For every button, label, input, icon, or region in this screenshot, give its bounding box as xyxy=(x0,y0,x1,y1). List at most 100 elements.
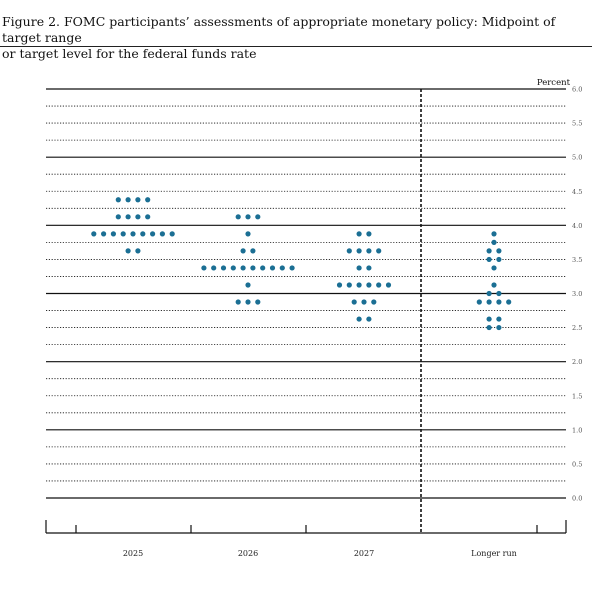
dot xyxy=(135,197,141,203)
dot xyxy=(289,265,295,271)
dot xyxy=(101,231,107,237)
x-category-labels: 2025 2026 2027 Longer run xyxy=(123,549,517,558)
dot xyxy=(356,248,362,254)
dot xyxy=(115,197,121,203)
dot xyxy=(366,231,372,237)
dot xyxy=(115,214,121,220)
dot xyxy=(255,214,261,220)
grid-lines xyxy=(46,88,566,499)
dot xyxy=(371,299,377,305)
dot xyxy=(150,231,156,237)
dot xyxy=(356,265,362,271)
dot xyxy=(130,231,136,237)
dot xyxy=(496,290,502,297)
dot xyxy=(486,290,492,297)
y-tick-label: 2.0 xyxy=(572,358,582,366)
figure-caption: Figure 2. FOMC participants’ assessments… xyxy=(2,14,592,62)
dot xyxy=(336,282,343,288)
dot xyxy=(269,265,276,271)
dot xyxy=(486,316,492,322)
dot xyxy=(159,231,165,237)
y-tick-label: 4.5 xyxy=(572,188,582,196)
dot xyxy=(235,299,241,305)
dot xyxy=(491,265,497,271)
dot xyxy=(506,299,512,305)
dot xyxy=(486,256,492,263)
dot xyxy=(346,248,352,254)
y-tick-label: 5.5 xyxy=(572,120,582,128)
dot xyxy=(211,265,217,271)
dot xyxy=(245,231,251,237)
dot xyxy=(120,231,126,237)
dot xyxy=(220,265,227,271)
dot xyxy=(496,299,502,305)
dot xyxy=(255,299,261,305)
dot xyxy=(250,265,256,271)
dot xyxy=(361,299,367,305)
dot xyxy=(476,299,482,305)
dot xyxy=(260,265,266,271)
y-tick-label: 5.0 xyxy=(572,154,582,162)
dot xyxy=(145,214,151,220)
dot xyxy=(496,316,502,322)
dot xyxy=(346,282,352,288)
dot xyxy=(245,282,251,288)
caption-line-2: or target level for the federal funds ra… xyxy=(2,46,257,61)
y-tick-labels: 0.0 0.5 1.0 1.5 2.0 2.5 3.0 3.5 4.0 4.5 5.0 5.5 6.0 xyxy=(572,86,582,503)
dot xyxy=(486,248,492,254)
dot xyxy=(235,214,241,220)
y-tick-label: 4.0 xyxy=(572,222,582,230)
y-tick-label: 6.0 xyxy=(572,86,582,94)
dot xyxy=(486,324,492,331)
dot xyxy=(366,282,372,288)
y-tick-label: 0.0 xyxy=(572,495,582,503)
dot xyxy=(125,248,131,254)
dot xyxy=(230,265,236,271)
y-tick-label: 3.0 xyxy=(572,290,582,298)
dot xyxy=(140,231,146,237)
dot xyxy=(245,214,251,220)
dot xyxy=(356,316,362,322)
dot xyxy=(366,316,372,322)
caption-line-1: Figure 2. FOMC participants’ assessments… xyxy=(2,14,556,45)
dot xyxy=(356,231,362,237)
dot xyxy=(279,265,285,271)
x-category-label: 2027 xyxy=(354,549,374,558)
y-tick-label: 1.5 xyxy=(572,392,582,400)
dot xyxy=(110,231,116,237)
dot xyxy=(240,248,246,254)
dot xyxy=(356,282,362,288)
y-tick-label: 3.5 xyxy=(572,256,582,264)
dot xyxy=(135,248,141,254)
dot xyxy=(496,256,502,263)
dots xyxy=(91,197,512,331)
dot xyxy=(491,231,497,237)
dot xyxy=(125,214,131,220)
x-axis xyxy=(45,89,567,534)
dot xyxy=(496,324,502,331)
dot xyxy=(250,248,256,254)
y-tick-label: 1.0 xyxy=(572,426,582,434)
dot xyxy=(366,248,372,254)
dot xyxy=(135,214,141,220)
x-category-label: Longer run xyxy=(471,549,517,558)
dot xyxy=(201,265,207,271)
dot xyxy=(240,265,246,271)
dot xyxy=(486,299,492,305)
dot xyxy=(366,265,372,271)
dot xyxy=(145,197,151,203)
dot xyxy=(385,282,392,288)
y-tick-label: 2.5 xyxy=(572,324,582,332)
y-axis-label: Percent xyxy=(537,78,571,88)
dot xyxy=(245,299,251,305)
dot xyxy=(91,231,97,237)
dot xyxy=(376,282,382,288)
dot xyxy=(491,282,497,288)
dot xyxy=(169,231,175,237)
dot xyxy=(496,248,502,254)
dot xyxy=(376,248,382,254)
x-category-label: 2026 xyxy=(238,549,258,558)
dot xyxy=(491,239,497,245)
x-category-label: 2025 xyxy=(123,549,143,558)
